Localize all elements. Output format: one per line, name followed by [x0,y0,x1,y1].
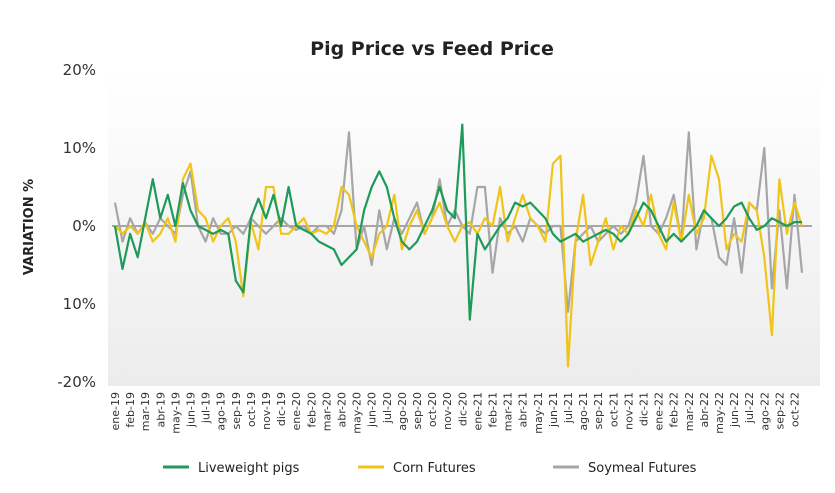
x-tick-label: may-19 [169,392,182,434]
x-tick-label: mar-21 [502,392,515,431]
x-tick-label: jun-19 [185,392,198,428]
x-tick-label: mar-22 [683,392,696,431]
x-tick-label: oct-21 [607,392,620,427]
x-tick-label: oct-20 [426,392,439,427]
x-tick-label: mar-19 [139,392,152,431]
x-tick-label: ago-22 [758,392,771,431]
x-tick-label: may-21 [532,392,545,434]
x-tick-label: nov-21 [622,392,635,430]
legend-label: Soymeal Futures [588,461,697,476]
x-tick-label: abr-20 [336,392,349,428]
x-tick-label: nov-20 [441,392,454,430]
x-tick-label: sep-21 [592,392,605,429]
x-tick-label: abr-22 [698,392,711,428]
x-tick-label: ago-20 [396,392,409,431]
y-tick-label: 0% [72,217,96,235]
x-tick-label: abr-21 [517,392,530,428]
x-tick-label: feb-20 [305,392,318,428]
x-tick-label: jul-20 [381,392,394,424]
y-tick-label: 10% [63,139,96,157]
x-tick-label: ago-21 [577,392,590,431]
x-tick-label: ene-22 [653,392,666,430]
x-tick-label: ago-19 [215,392,228,431]
x-tick-label: jul-21 [562,392,575,424]
series-line-soymeal-futures [113,131,804,313]
x-tick-label: sep-19 [230,392,243,429]
x-tick-label: ene-21 [471,392,484,430]
x-tick-label: oct-19 [245,392,258,427]
x-tick-label: sep-20 [411,392,424,429]
y-tick-label: 10% [63,295,96,313]
y-tick-label: 20% [63,61,96,79]
x-tick-label: mar-20 [320,392,333,431]
y-axis-label: VARIATION % [22,179,37,275]
y-tick-label: -20% [57,373,96,391]
chart-title: Pig Price vs Feed Price [310,38,554,60]
x-tick-label: feb-19 [124,392,137,428]
x-tick-label: jun-21 [547,392,560,428]
x-tick-label: jun-20 [366,392,379,428]
x-tick-label: oct-22 [789,392,802,427]
legend-label: Corn Futures [393,461,476,476]
x-tick-label: feb-22 [668,392,681,428]
x-tick-label: nov-19 [260,392,273,430]
x-tick-label: dic-21 [638,392,651,426]
legend-label: Liveweight pigs [198,461,300,476]
x-tick-label: ene-20 [290,392,303,430]
series-line-corn-futures [114,154,804,368]
x-tick-label: abr-19 [154,392,167,428]
x-tick-label: jun-22 [728,392,741,428]
x-tick-label: may-22 [713,392,726,434]
x-tick-label: sep-22 [773,392,786,429]
x-tick-label: feb-21 [487,392,500,428]
x-tick-label: jul-22 [743,392,756,424]
x-tick-label: jul-19 [200,392,213,424]
x-tick-label: ene-19 [109,392,122,430]
x-tick-label: dic-20 [456,392,469,426]
series-line-liveweight-pigs [113,123,802,321]
x-tick-label: may-20 [351,392,364,434]
x-tick-label: dic-19 [275,392,288,426]
